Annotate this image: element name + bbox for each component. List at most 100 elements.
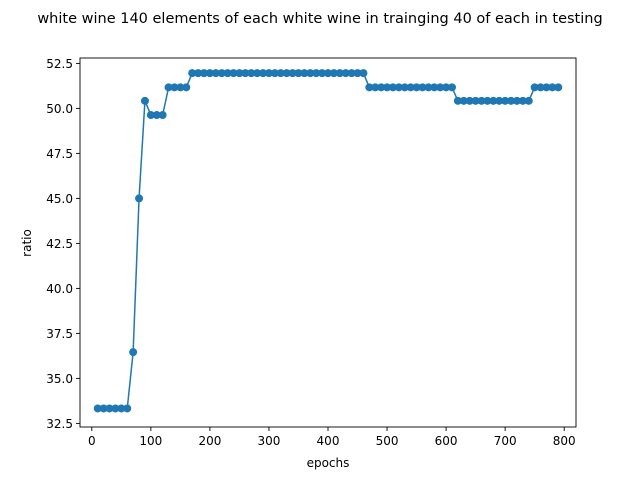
y-axis-label: ratio	[20, 229, 34, 257]
data-point	[406, 83, 415, 92]
data-point	[146, 111, 155, 120]
data-point	[542, 83, 551, 92]
data-point	[347, 69, 356, 78]
data-point	[294, 69, 303, 78]
data-point	[383, 83, 392, 92]
data-point	[400, 83, 409, 92]
data-point	[170, 83, 179, 92]
plot-area	[79, 57, 577, 428]
data-point	[318, 69, 327, 78]
data-point	[353, 69, 362, 78]
data-point	[424, 83, 433, 92]
y-tick-label: 42.5	[46, 237, 73, 251]
data-point	[282, 69, 291, 78]
y-tick-label: 45.0	[46, 192, 73, 206]
data-point	[394, 83, 403, 92]
data-point	[365, 83, 374, 92]
data-point	[270, 69, 279, 78]
data-point	[442, 83, 451, 92]
data-point	[430, 83, 439, 92]
data-point	[217, 69, 226, 78]
data-point	[182, 83, 191, 92]
data-point	[483, 96, 492, 105]
data-point	[377, 83, 386, 92]
data-point	[140, 96, 149, 105]
data-point	[418, 83, 427, 92]
data-point	[524, 96, 533, 105]
data-point	[111, 404, 120, 413]
y-tick-label: 35.0	[46, 372, 73, 386]
data-point	[253, 69, 262, 78]
data-point	[129, 348, 138, 357]
data-point	[324, 69, 332, 78]
data-point	[93, 404, 102, 413]
data-point	[477, 96, 486, 105]
data-point	[264, 69, 273, 78]
data-point	[229, 69, 238, 78]
data-point	[205, 69, 214, 78]
data-point	[548, 83, 557, 92]
data-point	[312, 69, 321, 78]
data-point	[495, 96, 504, 105]
data-point	[306, 69, 315, 78]
data-point	[448, 83, 456, 92]
x-tick-label: 600	[435, 434, 458, 448]
data-point	[512, 96, 521, 105]
y-tick-label: 52.5	[46, 57, 73, 71]
x-tick-label: 200	[198, 434, 221, 448]
x-tick-label: 700	[494, 434, 517, 448]
data-point	[135, 194, 144, 203]
data-point	[288, 69, 297, 78]
y-axis: 32.5 35.0 37.5 40.0 42.5 45.0 47.5 50.0 52.5	[46, 57, 80, 431]
data-point	[554, 83, 563, 92]
x-tick-label: 400	[317, 434, 340, 448]
data-point	[158, 111, 167, 120]
data-point	[335, 69, 344, 78]
data-point	[99, 404, 108, 413]
data-point	[371, 83, 380, 92]
data-point	[164, 83, 173, 92]
data-point	[194, 69, 203, 78]
data-point	[489, 96, 498, 105]
series-layer	[93, 69, 563, 413]
data-point	[223, 69, 232, 78]
data-point	[536, 83, 545, 92]
y-tick-label: 47.5	[46, 147, 73, 161]
data-point	[259, 69, 268, 78]
x-tick-label: 0	[88, 434, 96, 448]
data-point	[359, 69, 368, 78]
x-axis: 0 100 200 300 400 500 600 700 800	[88, 427, 576, 448]
data-point	[247, 69, 256, 78]
data-point	[300, 69, 309, 78]
x-tick-label: 100	[139, 434, 162, 448]
data-point	[471, 96, 480, 105]
data-point	[501, 96, 510, 105]
data-point	[329, 69, 338, 78]
data-point	[117, 404, 126, 413]
data-point	[188, 69, 197, 78]
data-point	[530, 83, 539, 92]
data-point	[105, 404, 114, 413]
data-point	[459, 96, 468, 105]
data-point	[465, 96, 474, 105]
data-point	[412, 83, 421, 92]
y-tick-label: 40.0	[46, 282, 73, 296]
x-axis-label: epochs	[307, 456, 350, 470]
x-tick-label: 500	[376, 434, 399, 448]
y-tick-label: 32.5	[46, 417, 73, 431]
data-point	[453, 96, 462, 105]
data-point	[518, 96, 527, 105]
chart-title: white wine 140 elements of each white wi…	[37, 11, 602, 27]
data-point	[211, 69, 220, 78]
data-point	[235, 69, 244, 78]
x-tick-label: 300	[257, 434, 280, 448]
data-point	[341, 69, 350, 78]
data-point	[152, 111, 161, 120]
data-point	[507, 96, 516, 105]
y-tick-label: 37.5	[46, 327, 73, 341]
x-tick-label: 800	[553, 434, 576, 448]
y-tick-label: 50.0	[46, 102, 73, 116]
data-point	[388, 83, 397, 92]
data-point	[241, 69, 250, 78]
